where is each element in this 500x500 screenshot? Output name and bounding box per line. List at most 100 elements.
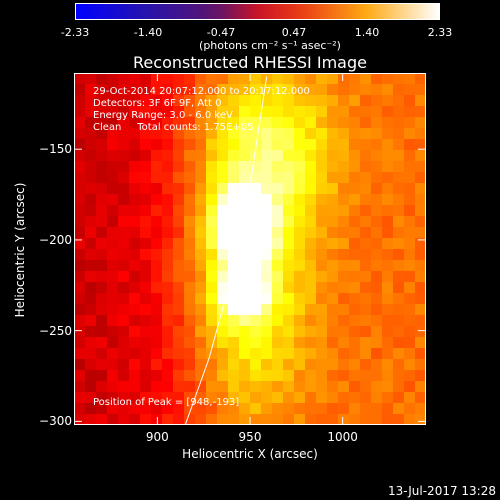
heatmap-cell [283,117,295,129]
heatmap-cell [107,183,119,195]
heatmap-cell [382,304,394,316]
heatmap-cell [261,161,273,173]
heatmap-cell [272,304,284,316]
heatmap-cell [118,73,130,85]
colorbar-tick-label: 0.47 [281,26,307,39]
heatmap-cell [393,117,405,129]
heatmap-cell [206,106,218,118]
heatmap-cell [239,238,251,250]
heatmap-cell [338,414,350,425]
heatmap-cell [96,370,108,382]
heatmap-cell [371,106,383,118]
heatmap-cell [327,271,339,283]
heatmap-cell [96,194,108,206]
heatmap-cell [151,304,163,316]
heatmap-cell [151,194,163,206]
heatmap-cell [250,128,262,140]
heatmap-cell [338,183,350,195]
heatmap-cell [250,304,262,316]
heatmap-cell [217,414,229,425]
heatmap-cell [338,392,350,404]
heatmap-cell [327,161,339,173]
heatmap-cell [195,238,207,250]
heatmap-cell [184,260,196,272]
heatmap-cell [140,326,152,338]
heatmap-cell [349,227,361,239]
heatmap-cell [96,227,108,239]
heatmap-cell [250,414,262,425]
heatmap-cell [140,161,152,173]
heatmap-cell [360,403,372,415]
heatmap-cell [272,271,284,283]
heatmap-cell [184,106,196,118]
heatmap-cell [382,139,394,151]
heatmap-cell [239,183,251,195]
heatmap-cell [162,414,174,425]
heatmap-cell [294,106,306,118]
heatmap-cell [382,359,394,371]
heatmap-cell [107,227,119,239]
heatmap-cell [195,73,207,85]
heatmap-cell [151,117,163,129]
heatmap-cell [294,337,306,349]
heatmap-cell [239,282,251,294]
heatmap-cell [206,271,218,283]
heatmap-cell [129,106,141,118]
heatmap-cell [404,172,416,184]
heatmap-cell [217,403,229,415]
heatmap-cell [206,238,218,250]
heatmap-cell [393,205,405,217]
heatmap-cell [239,315,251,327]
heatmap-cell [404,260,416,272]
heatmap-cell [327,106,339,118]
heatmap-cell [118,205,130,217]
heatmap-cell [338,194,350,206]
heatmap-cell [294,183,306,195]
heatmap-cell [371,117,383,129]
heatmap-cell [382,260,394,272]
heatmap-cell [305,337,317,349]
heatmap-cell [283,282,295,294]
heatmap-cell [404,381,416,393]
heatmap-cell [74,304,86,316]
heatmap-cell [393,271,405,283]
heatmap-cell [338,216,350,228]
heatmap-cell [305,150,317,162]
heatmap-cell [305,73,317,85]
heatmap-cell [316,238,328,250]
heatmap-cell [272,150,284,162]
heatmap-cell [217,106,229,118]
heatmap-cell [206,194,218,206]
heatmap-cell [151,106,163,118]
heatmap-cell [272,183,284,195]
heatmap-cell [382,337,394,349]
heatmap-cell [217,348,229,360]
heatmap-cell [85,150,97,162]
heatmap-cell [316,348,328,360]
heatmap-cell [85,249,97,261]
heatmap-cell [228,139,240,151]
heatmap-cell [294,194,306,206]
y-tick-label: −200 [39,232,72,247]
heatmap-cell [360,150,372,162]
heatmap-cell [250,183,262,195]
heatmap-cell [107,161,119,173]
heatmap-cell [305,161,317,173]
heatmap-cell [118,326,130,338]
heatmap-cell [393,337,405,349]
heatmap-cell [184,381,196,393]
heatmap-cell [107,271,119,283]
heatmap-cell [327,128,339,140]
heatmap-cell [206,304,218,316]
heatmap-cell [107,84,119,96]
heatmap-cell [305,238,317,250]
heatmap-cell [272,117,284,129]
colorbar-tick-label: -1.40 [133,26,163,39]
heatmap-cell [228,73,240,85]
heatmap-cell [85,359,97,371]
heatmap-cell [415,227,426,239]
heatmap-cell [107,150,119,162]
heatmap-cell [206,227,218,239]
heatmap-cell [393,260,405,272]
heatmap-cell [360,172,372,184]
